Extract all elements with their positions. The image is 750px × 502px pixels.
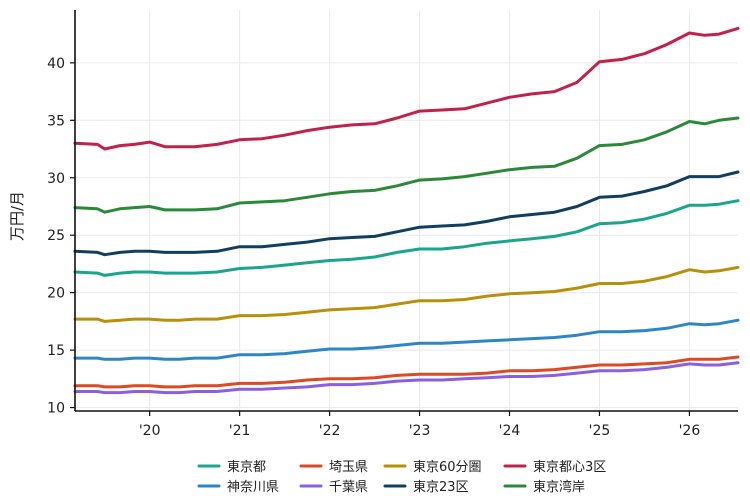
y-tick-label: 40 (47, 56, 65, 72)
grid (75, 10, 738, 411)
series-line-神奈川県 (73, 318, 740, 361)
legend-item-東京23区: 東京23区 (383, 479, 469, 495)
x-tick-label: '22 (319, 423, 341, 439)
y-tick-label: 20 (47, 286, 65, 302)
legend-label: 神奈川県 (227, 480, 279, 495)
legend-label: 東京都 (227, 459, 266, 475)
series-line-東京都心3区 (73, 26, 740, 151)
legend-item-千葉県: 千葉県 (299, 480, 368, 495)
series-lines (73, 26, 740, 395)
legend-item-東京湾岸: 東京湾岸 (503, 479, 585, 495)
x-tick-label: '21 (229, 423, 251, 439)
x-tick-label: '25 (589, 423, 611, 439)
y-tick-label: 25 (47, 228, 65, 244)
y-tick-label: 35 (47, 113, 65, 129)
legend-label: 千葉県 (329, 480, 368, 495)
y-tick-label: 30 (47, 171, 65, 187)
y-axis-ticks: 10 15 20 25 30 35 40 (47, 56, 75, 417)
legend-label: 東京都心3区 (533, 459, 606, 475)
x-tick-label: '23 (409, 423, 431, 439)
series-line-東京23区 (73, 170, 740, 257)
legend-item-埼玉県: 埼玉県 (299, 460, 368, 475)
legend-label: 東京60分圏 (413, 459, 482, 475)
legend-label: 埼玉県 (329, 460, 368, 475)
y-tick-label: 15 (47, 343, 65, 359)
y-tick-label: 10 (47, 401, 65, 417)
axes (74, 10, 738, 412)
series-line-東京都 (73, 199, 740, 277)
x-tick-label: '20 (139, 423, 161, 439)
legend-label: 東京23区 (413, 479, 469, 495)
series-line-千葉県 (73, 361, 740, 395)
series-line-東京湾岸 (73, 116, 740, 214)
legend-label: 東京湾岸 (533, 479, 585, 495)
y-axis-label: 万円/月 (8, 191, 26, 241)
x-tick-label: '26 (679, 423, 701, 439)
series-line-埼玉県 (73, 355, 740, 389)
legend-item-東京都: 東京都 (197, 459, 266, 475)
x-tick-label: '24 (499, 423, 521, 439)
legend-item-東京60分圏: 東京60分圏 (383, 459, 482, 475)
legend-item-東京都心3区: 東京都心3区 (503, 459, 606, 475)
legend-item-神奈川県: 神奈川県 (197, 480, 279, 495)
x-axis-ticks: '20 '21 '22 '23 '24 '25 '26 (139, 411, 701, 439)
series-line-東京60分圏 (73, 265, 740, 323)
